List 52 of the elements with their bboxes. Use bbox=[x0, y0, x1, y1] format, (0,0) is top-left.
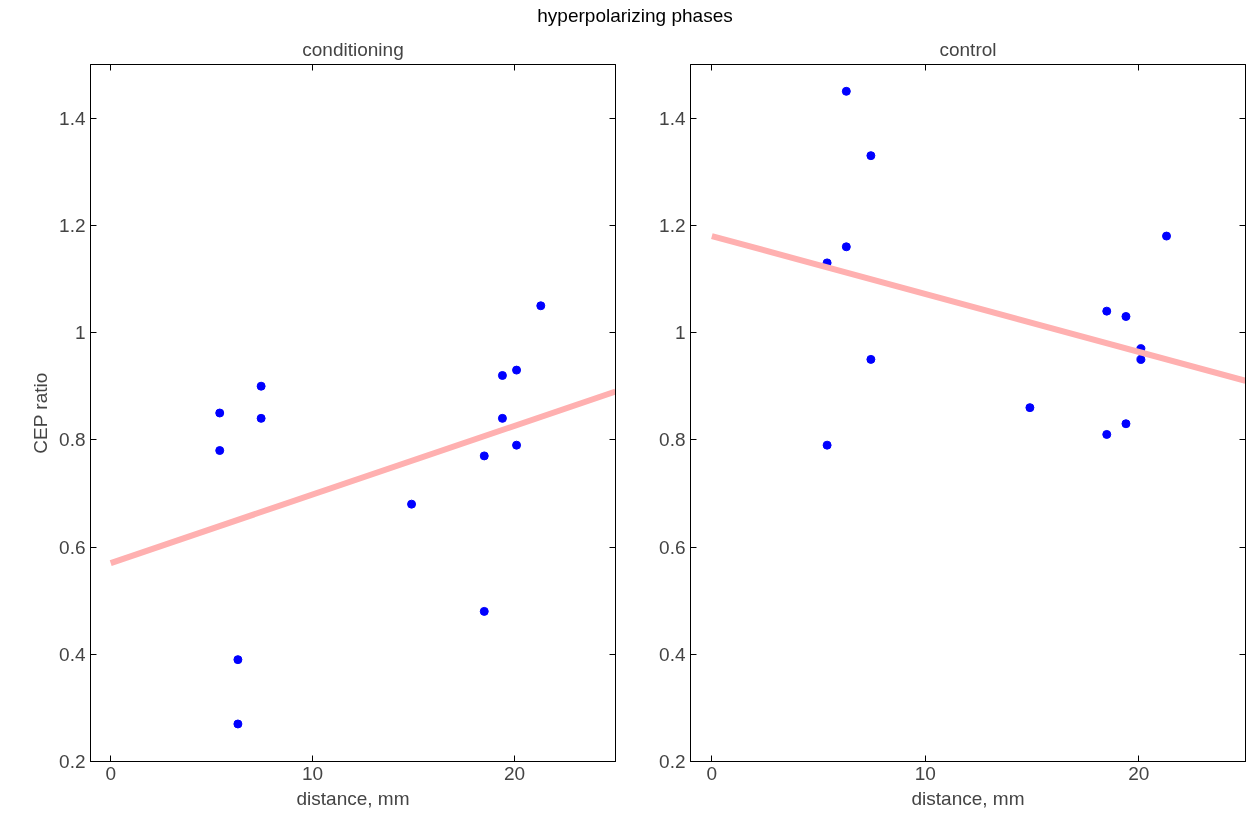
point bbox=[536, 301, 546, 311]
y-tick-label: 1.2 bbox=[659, 214, 686, 236]
point bbox=[841, 242, 851, 252]
y-tick-label: 0.8 bbox=[59, 429, 86, 451]
x-axis-title: distance, mm bbox=[911, 787, 1025, 809]
point bbox=[215, 446, 225, 456]
y-tick-label: 1.4 bbox=[659, 107, 686, 129]
point bbox=[479, 606, 489, 616]
y-axis-title: CEP ratio bbox=[30, 372, 52, 454]
point bbox=[1121, 419, 1131, 429]
point bbox=[866, 151, 876, 161]
point bbox=[1136, 354, 1146, 364]
point bbox=[1025, 403, 1035, 413]
x-tick-label: 20 bbox=[1128, 762, 1150, 784]
y-tick-label: 1.2 bbox=[59, 214, 86, 236]
point bbox=[1121, 312, 1131, 321]
x-tick-label: 20 bbox=[503, 762, 526, 784]
point bbox=[841, 86, 851, 96]
point bbox=[233, 655, 243, 665]
point bbox=[1162, 231, 1172, 241]
x-tick-label: 10 bbox=[914, 762, 936, 784]
y-tick-label: 1 bbox=[674, 322, 686, 344]
point bbox=[479, 451, 489, 461]
point bbox=[256, 413, 266, 423]
point bbox=[233, 719, 243, 729]
point bbox=[215, 408, 225, 418]
x-tick-label: 10 bbox=[302, 762, 324, 784]
point bbox=[1102, 429, 1112, 439]
chart-title: conditioning bbox=[302, 38, 404, 60]
point bbox=[1102, 306, 1112, 316]
y-tick-label: 0.2 bbox=[59, 751, 86, 772]
y-tick-label: 0.4 bbox=[659, 643, 686, 665]
x-axis-title: distance, mm bbox=[296, 787, 410, 809]
y-tick-label: 1.4 bbox=[59, 107, 86, 129]
y-tick-label: 0.2 bbox=[659, 751, 686, 772]
point bbox=[497, 413, 507, 423]
point bbox=[866, 354, 876, 364]
chart-title: control bbox=[939, 38, 997, 60]
y-tick-label: 0.6 bbox=[59, 536, 86, 558]
point bbox=[822, 440, 832, 450]
text: hyperpolarizing phases bbox=[537, 4, 733, 28]
x-tick-label: 0 bbox=[706, 762, 718, 784]
point bbox=[512, 365, 522, 375]
point bbox=[497, 370, 507, 380]
point bbox=[407, 499, 417, 509]
y-tick-label: 0.8 bbox=[659, 429, 686, 451]
x-tick-label: 0 bbox=[105, 762, 116, 784]
point bbox=[256, 381, 266, 391]
y-tick-label: 1 bbox=[74, 322, 86, 344]
point bbox=[512, 440, 522, 450]
y-tick-label: 0.4 bbox=[59, 643, 86, 665]
y-tick-label: 0.6 bbox=[659, 536, 686, 558]
